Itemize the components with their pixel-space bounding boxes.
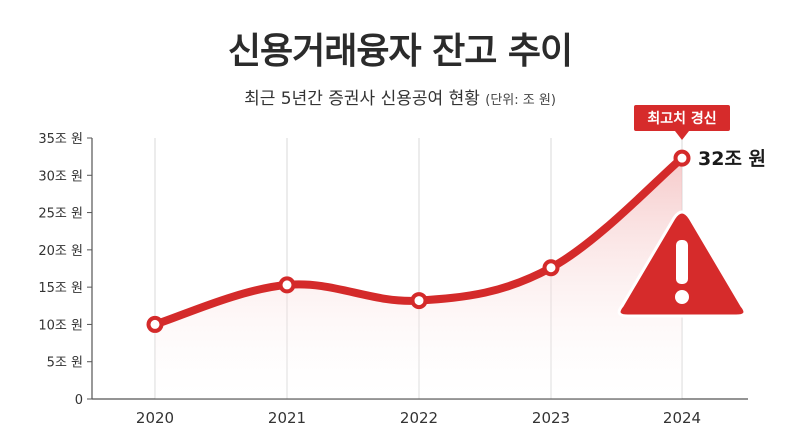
data-points <box>146 149 691 333</box>
badge-text: 최고치 경신 <box>647 110 716 127</box>
badge-pointer <box>675 131 689 140</box>
warning-icon <box>617 210 747 318</box>
y-tick-label: 10조 원 <box>38 318 83 333</box>
area-fill <box>155 158 682 399</box>
chart-title: 신용거래융자 잔고 추이 <box>227 31 573 72</box>
unit-note: (단위: 조 원) <box>485 93 556 108</box>
x-tick-label: 2024 <box>663 409 701 427</box>
x-axis: 2020 2021 2022 2023 2024 <box>92 398 748 427</box>
x-tick-label: 2023 <box>532 409 570 427</box>
warning-exclamation-bar <box>676 240 688 284</box>
record-badge: 최고치 경신 <box>634 105 730 140</box>
data-point-2022 <box>410 292 428 310</box>
y-tick-label: 20조 원 <box>38 244 83 259</box>
last-value-label: 32조 원 <box>698 148 766 170</box>
warning-exclamation-dot <box>675 290 689 304</box>
data-point-2024 <box>673 149 691 167</box>
x-tick-label: 2022 <box>400 409 438 427</box>
badge-background <box>634 105 730 131</box>
y-tick-label: 35조 원 <box>38 132 83 147</box>
y-tick-label: 30조 원 <box>38 169 83 184</box>
x-tick-label: 2021 <box>268 409 306 427</box>
y-axis: 0 5조 원 10조 원 15조 원 20조 원 25조 원 30조 원 35조 원 <box>38 132 93 408</box>
subtitle-text: 최근 5년간 증권사 신용공여 현황 <box>244 89 480 109</box>
y-tick-label: 15조 원 <box>38 281 83 296</box>
y-tick-label: 25조 원 <box>38 207 83 222</box>
data-point-2020 <box>146 315 164 333</box>
y-tick-label: 5조 원 <box>47 356 83 371</box>
data-point-2023 <box>542 259 560 277</box>
y-tick-label: 0 <box>75 393 83 408</box>
x-tick-label: 2020 <box>136 409 174 427</box>
chart-subtitle: 최근 5년간 증권사 신용공여 현황 (단위: 조 원) <box>0 84 800 109</box>
data-point-2021 <box>278 276 296 294</box>
